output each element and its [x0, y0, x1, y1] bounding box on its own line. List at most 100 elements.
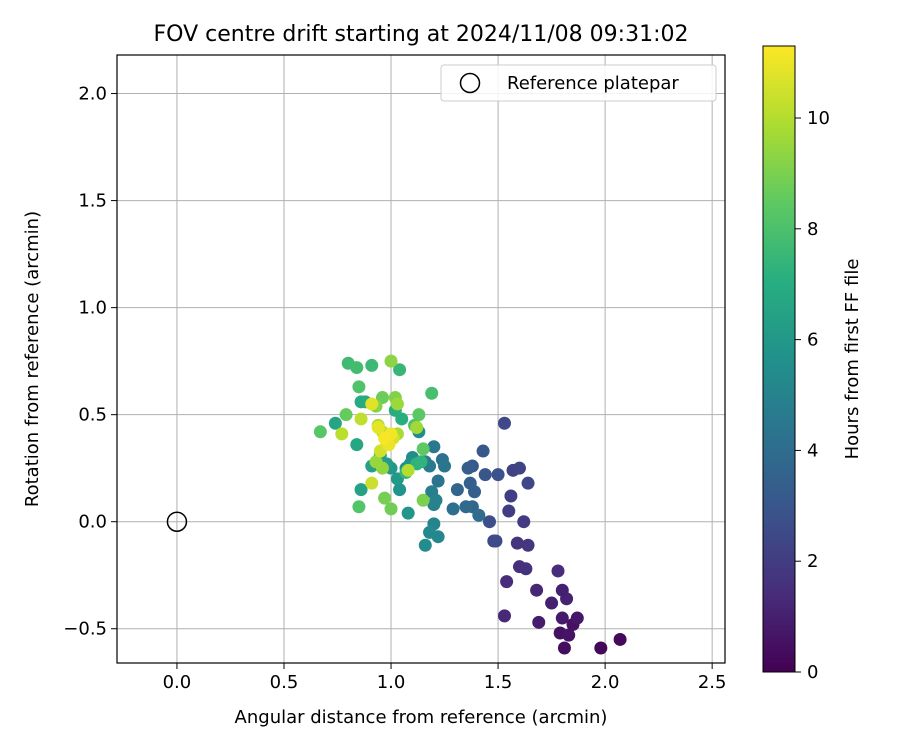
- data-point: [510, 536, 524, 550]
- x-tick-label: 1.5: [484, 672, 513, 693]
- data-point: [339, 408, 353, 422]
- colorbar-tick-label: 0: [807, 662, 818, 683]
- x-tick-label: 0.0: [163, 672, 192, 693]
- data-point: [352, 500, 366, 514]
- data-point: [512, 461, 526, 475]
- data-point: [463, 476, 477, 490]
- data-point: [450, 483, 464, 497]
- data-point: [410, 421, 424, 435]
- data-point: [395, 412, 409, 426]
- data-point: [555, 583, 569, 597]
- data-point: [438, 459, 452, 473]
- x-tick-label: 2.5: [698, 672, 727, 693]
- colorbar-tick-label: 6: [807, 330, 818, 351]
- data-point: [461, 461, 475, 475]
- data-point: [313, 425, 327, 439]
- data-point: [354, 483, 368, 497]
- data-point: [378, 431, 392, 445]
- data-point: [401, 506, 415, 520]
- data-point: [504, 489, 518, 503]
- data-point: [497, 609, 511, 623]
- data-point: [478, 468, 492, 482]
- data-point: [350, 361, 364, 375]
- data-point: [350, 438, 364, 452]
- y-tick-label: 0.5: [78, 405, 107, 426]
- data-point: [365, 397, 379, 411]
- data-points: [313, 354, 627, 655]
- data-point: [483, 515, 497, 529]
- data-point: [545, 596, 559, 610]
- data-point: [521, 476, 535, 490]
- colorbar-tick-label: 4: [807, 440, 818, 461]
- colorbar-tick-label: 10: [807, 108, 830, 129]
- data-point: [613, 632, 627, 646]
- data-point: [431, 474, 445, 488]
- data-point: [371, 421, 385, 435]
- data-point: [328, 416, 342, 430]
- colorbar-label: Hours from first FF file: [842, 259, 863, 460]
- data-point: [570, 611, 584, 625]
- data-point: [423, 525, 437, 539]
- data-point: [555, 611, 569, 625]
- colorbar: 0 2 4 6 8 10 Hours from first FF file: [762, 45, 863, 683]
- y-tick-label: 2.0: [78, 84, 107, 105]
- reference-marker: [166, 511, 188, 532]
- y-tick-label: −0.5: [63, 619, 107, 640]
- y-tick-label: 1.5: [78, 191, 107, 212]
- x-tick-label: 1.0: [377, 672, 406, 693]
- data-point: [384, 354, 398, 368]
- data-point: [352, 380, 366, 394]
- data-point: [384, 502, 398, 516]
- data-point: [335, 427, 349, 441]
- x-axis-ticks: 0.0 0.5 1.0 1.5 2.0 2.5: [163, 663, 727, 693]
- data-point: [393, 483, 407, 497]
- legend-label: Reference platepar: [507, 73, 679, 94]
- data-point: [497, 416, 511, 430]
- legend-box: [440, 64, 717, 102]
- data-point: [446, 502, 460, 516]
- legend-marker: [459, 72, 481, 94]
- data-point: [412, 408, 426, 422]
- data-point: [476, 444, 490, 458]
- data-point: [562, 628, 576, 642]
- data-point: [378, 491, 392, 505]
- data-point: [365, 358, 379, 372]
- legend: Reference platepar: [440, 64, 717, 102]
- grid-lines: [117, 55, 725, 663]
- data-point: [519, 562, 533, 576]
- data-point: [459, 500, 473, 514]
- data-point: [354, 395, 368, 409]
- data-point: [530, 583, 544, 597]
- y-axis-label: Rotation from reference (arcmin): [22, 211, 43, 507]
- data-point: [491, 468, 505, 482]
- data-point: [517, 515, 531, 529]
- data-point: [557, 641, 571, 655]
- data-point: [418, 538, 432, 552]
- y-tick-label: 1.0: [78, 298, 107, 319]
- data-point: [489, 534, 503, 548]
- data-point: [365, 476, 379, 490]
- colorbar-tick-label: 2: [807, 551, 818, 572]
- data-point: [429, 493, 443, 507]
- x-axis-label: Angular distance from reference (arcmin): [235, 707, 608, 728]
- data-point: [354, 412, 368, 426]
- data-point: [532, 615, 546, 629]
- y-axis-ticks: −0.5 0.0 0.5 1.0 1.5 2.0: [63, 84, 117, 640]
- data-point: [502, 504, 516, 518]
- plot-frame: [116, 54, 726, 664]
- data-point: [551, 564, 565, 578]
- x-tick-label: 0.5: [270, 672, 299, 693]
- data-point: [416, 442, 430, 456]
- colorbar-ticks: 0 2 4 6 8 10: [795, 108, 830, 683]
- data-point: [500, 575, 514, 589]
- data-point: [521, 538, 535, 552]
- x-tick-label: 2.0: [591, 672, 620, 693]
- data-point: [393, 363, 407, 377]
- data-point: [401, 463, 415, 477]
- data-point: [369, 455, 383, 469]
- chart-title: FOV centre drift starting at 2024/11/08 …: [154, 22, 689, 47]
- data-point: [472, 508, 486, 522]
- data-point: [414, 455, 428, 469]
- data-point: [594, 641, 608, 655]
